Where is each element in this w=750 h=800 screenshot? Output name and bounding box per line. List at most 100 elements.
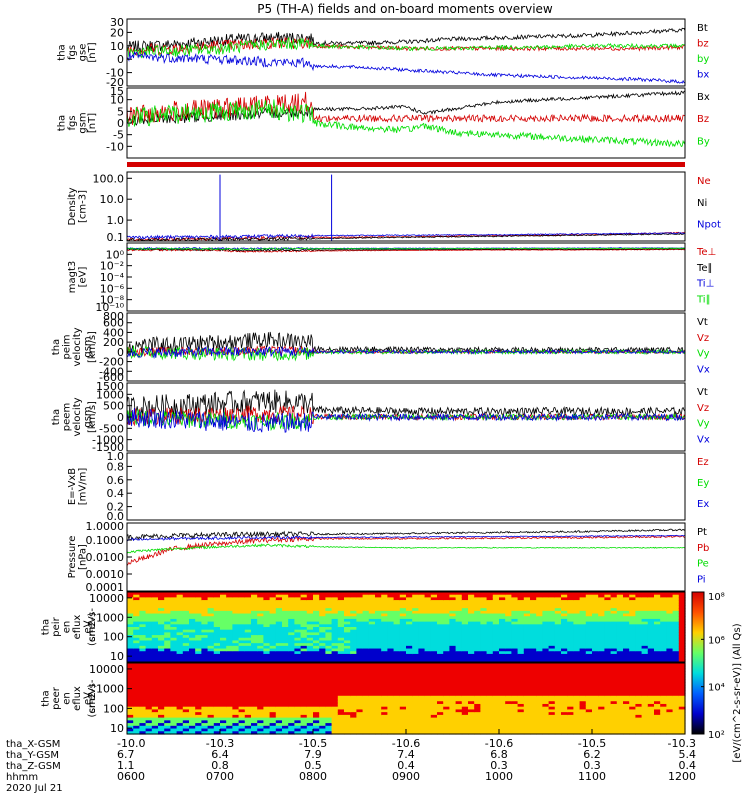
spectrogram-cell	[207, 679, 215, 683]
spectrogram-cell	[437, 602, 444, 607]
spectrogram-cell	[257, 608, 264, 612]
spectrogram-cell	[474, 684, 481, 689]
spectrogram-cell	[282, 695, 289, 700]
spectrogram-cell	[418, 663, 426, 667]
spectrogram-cell	[158, 618, 165, 623]
spectrogram-cell	[189, 690, 196, 694]
spectrogram-cell	[474, 709, 481, 713]
spectrogram-cell	[616, 714, 624, 719]
spectrogram-cell	[313, 714, 320, 719]
spectrogram-cell	[437, 648, 444, 652]
spectrogram-cell	[145, 605, 153, 609]
spectrogram-cell	[548, 693, 556, 697]
spectrogram-cell	[244, 613, 252, 617]
spectrogram-cell	[536, 706, 543, 711]
spectrogram-cell	[275, 663, 283, 667]
spectrogram-cell	[368, 676, 376, 680]
spectrogram-cell	[623, 714, 630, 719]
spectrogram-cell	[319, 679, 326, 683]
spectrogram-cell	[164, 608, 171, 612]
spectrogram-cell	[207, 600, 215, 604]
spectrogram-cell	[629, 725, 636, 730]
spectrogram-cell	[623, 594, 630, 598]
spectrogram-cell	[337, 592, 345, 596]
spectrogram-cell	[195, 592, 202, 596]
spectrogram-cell	[151, 651, 159, 655]
spectrogram-cell	[554, 613, 562, 617]
spectrogram-cell	[381, 698, 388, 702]
spectrogram-cell	[238, 712, 246, 716]
y-tick-label: 10000	[89, 663, 124, 676]
spectrogram-cell	[672, 695, 680, 700]
spectrogram-cell	[530, 632, 537, 636]
spectrogram-cell	[505, 723, 512, 727]
spectrogram-cell	[133, 597, 140, 601]
spectrogram-cell	[344, 616, 351, 620]
spectrogram-cell	[127, 592, 134, 596]
spectrogram-cell	[207, 613, 215, 617]
spectrogram-cell	[170, 616, 178, 620]
spectrogram-cell	[561, 663, 568, 667]
spectrogram-cell	[399, 728, 407, 732]
spectrogram-cell	[654, 668, 661, 672]
spectrogram-cell	[350, 651, 357, 655]
spectrogram-cell	[158, 610, 165, 615]
spectrogram-cell	[660, 720, 667, 724]
spectrogram-cell	[319, 621, 326, 625]
spectrogram-cell	[554, 720, 562, 724]
spectrogram-cell	[610, 621, 618, 625]
spectrogram-cell	[158, 608, 165, 612]
spectrogram-cell	[480, 709, 488, 713]
spectrogram-cell	[288, 668, 295, 672]
spectrogram-cell	[294, 709, 302, 713]
spectrogram-cell	[406, 684, 413, 689]
spectrogram-cell	[350, 684, 357, 689]
spectrogram-cell	[151, 723, 159, 727]
spectrogram-cell	[158, 701, 165, 705]
spectrogram-cell	[375, 651, 382, 655]
spectrogram-cell	[406, 663, 413, 667]
x-value-z_gsm: 0.4	[397, 759, 415, 772]
spectrogram-cell	[375, 725, 382, 730]
spectrogram-cell	[635, 613, 643, 617]
spectrogram-cell	[499, 594, 506, 598]
spectrogram-cell	[635, 618, 643, 623]
spectrogram-cell	[139, 618, 147, 623]
spectrogram-cell	[511, 600, 519, 604]
spectrogram-cell	[182, 618, 190, 623]
spectrogram-cell	[170, 676, 178, 680]
spectrogram-cell	[375, 656, 382, 660]
spectrogram-cell	[257, 703, 264, 708]
spectrogram-cell	[127, 600, 134, 604]
spectrogram-cell	[511, 640, 519, 644]
spectrogram-cell	[381, 624, 388, 628]
spectrogram-cell	[244, 627, 252, 631]
spectrogram-cell	[257, 714, 264, 719]
spectrogram-cell	[468, 720, 475, 724]
spectrogram-cell	[672, 637, 680, 642]
spectrogram-cell	[598, 632, 605, 636]
spectrogram-cell	[251, 712, 258, 716]
spectrogram-cell	[610, 695, 618, 700]
spectrogram-cell	[598, 629, 605, 633]
spectrogram-cell	[536, 597, 543, 601]
spectrogram-cell	[437, 651, 444, 655]
spectrogram-cell	[182, 693, 190, 697]
spectrogram-cell	[331, 618, 339, 623]
spectrogram-cell	[220, 600, 227, 604]
spectrogram-cell	[424, 706, 432, 711]
spectrogram-cell	[561, 671, 568, 675]
spectrogram-cell	[220, 663, 227, 667]
spectrogram-cell	[170, 712, 178, 716]
spectrogram-cell	[542, 616, 550, 620]
spectrogram-cell	[325, 693, 333, 697]
spectrogram-cell	[263, 703, 271, 708]
spectrogram-cell	[654, 597, 661, 601]
spectrogram-cell	[666, 653, 674, 658]
spectrogram-cell	[449, 731, 457, 735]
spectrogram-cell	[523, 668, 531, 672]
spectrogram-cell	[275, 690, 283, 694]
panel-frame	[126, 312, 686, 382]
spectrogram-cell	[213, 731, 221, 735]
